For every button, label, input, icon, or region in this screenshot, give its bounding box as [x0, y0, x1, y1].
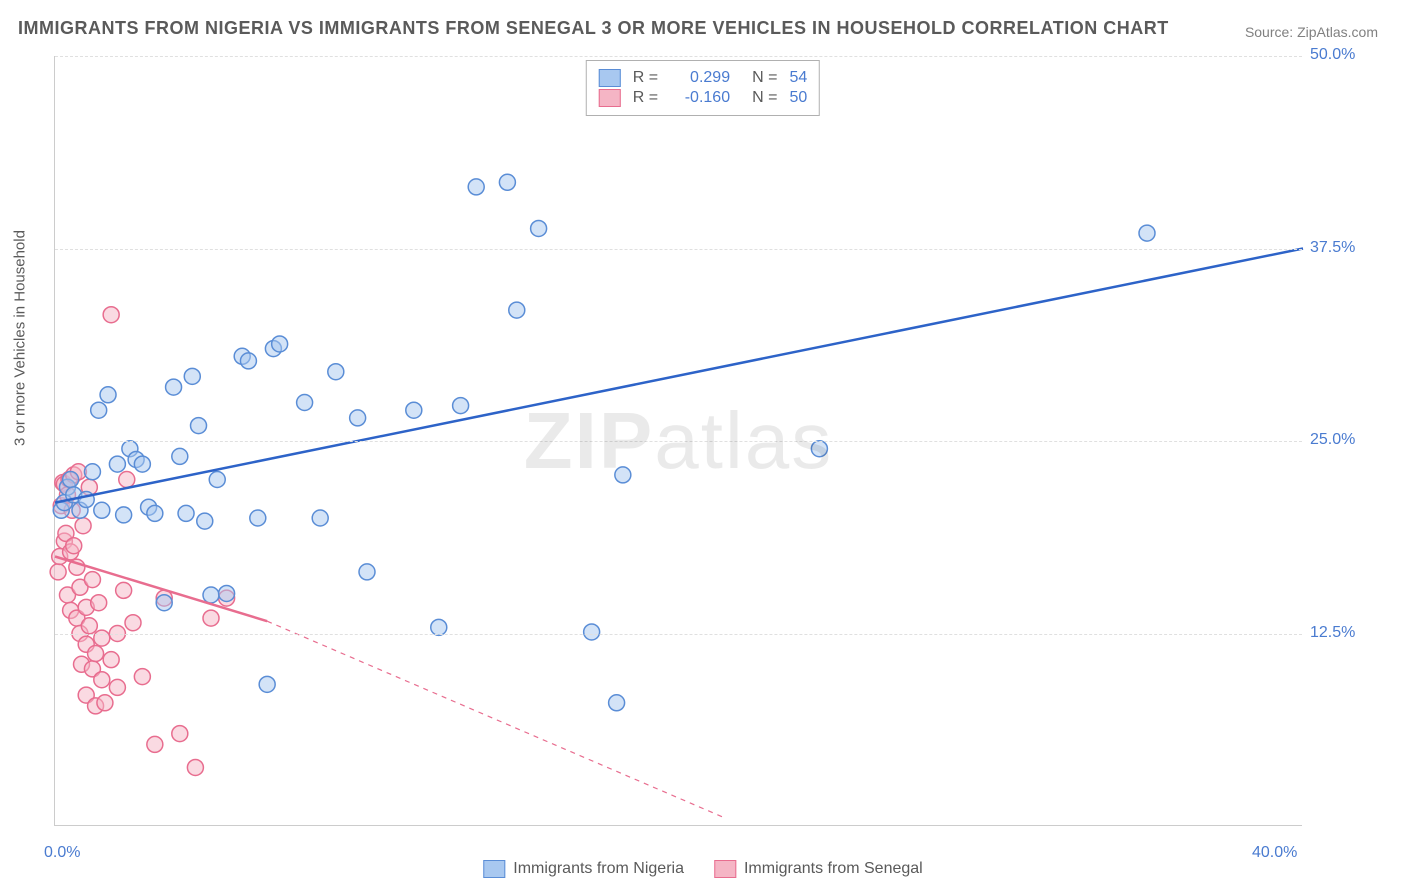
- legend-row-nigeria: R = 0.299 N = 54: [599, 69, 807, 87]
- source-label: Source: ZipAtlas.com: [1245, 24, 1378, 40]
- swatch-senegal: [599, 89, 621, 107]
- swatch-nigeria: [599, 69, 621, 87]
- legend-label-senegal: Immigrants from Senegal: [744, 860, 923, 878]
- y-tick-label: 50.0%: [1310, 46, 1355, 64]
- plot-area: ZIPatlas: [54, 56, 1302, 826]
- r-value-nigeria: 0.299: [666, 69, 730, 87]
- swatch-nigeria-icon: [483, 860, 505, 878]
- n-value-nigeria: 54: [789, 69, 807, 87]
- n-label: N =: [752, 69, 777, 87]
- x-tick-label: 0.0%: [44, 844, 80, 862]
- r-label: R =: [633, 69, 658, 87]
- legend-item-senegal: Immigrants from Senegal: [714, 860, 923, 878]
- legend-label-nigeria: Immigrants from Nigeria: [513, 860, 684, 878]
- y-tick-label: 12.5%: [1310, 624, 1355, 642]
- r-label: R =: [633, 89, 658, 107]
- y-tick-label: 25.0%: [1310, 431, 1355, 449]
- y-axis-label: 3 or more Vehicles in Household: [12, 230, 29, 446]
- n-value-senegal: 50: [789, 89, 807, 107]
- legend-item-nigeria: Immigrants from Nigeria: [483, 860, 684, 878]
- legend-row-senegal: R = -0.160 N = 50: [599, 89, 807, 107]
- y-tick-label: 37.5%: [1310, 239, 1355, 257]
- r-value-senegal: -0.160: [666, 89, 730, 107]
- x-tick-label: 40.0%: [1252, 844, 1297, 862]
- chart-title: IMMIGRANTS FROM NIGERIA VS IMMIGRANTS FR…: [18, 18, 1169, 39]
- swatch-senegal-icon: [714, 860, 736, 878]
- legend-correlation: R = 0.299 N = 54 R = -0.160 N = 50: [586, 60, 820, 116]
- legend-series: Immigrants from Nigeria Immigrants from …: [483, 860, 922, 878]
- n-label: N =: [752, 89, 777, 107]
